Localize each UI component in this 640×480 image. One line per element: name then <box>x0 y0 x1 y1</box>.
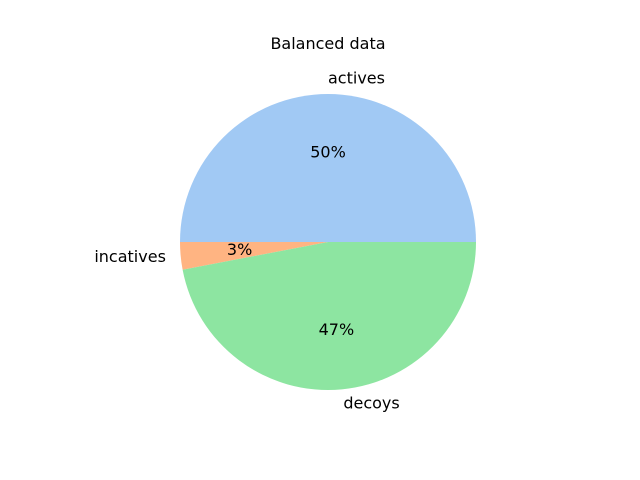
slice-percent-actives: 50% <box>310 143 346 162</box>
slice-percent-incatives: 3% <box>227 240 252 259</box>
slice-percent-decoys: 47% <box>319 320 355 339</box>
pie-slices <box>180 94 476 391</box>
pie-labels: actives 50% incatives 3% decoys 47% <box>94 69 399 413</box>
pie-slice-incatives <box>180 242 328 270</box>
chart-title: Balanced data <box>270 34 385 53</box>
slice-label-decoys: decoys <box>343 394 399 413</box>
pie-slice-decoys <box>182 242 476 391</box>
slice-label-actives: actives <box>328 69 385 88</box>
pie-slice-actives <box>180 94 476 242</box>
slice-label-incatives: incatives <box>94 247 166 266</box>
